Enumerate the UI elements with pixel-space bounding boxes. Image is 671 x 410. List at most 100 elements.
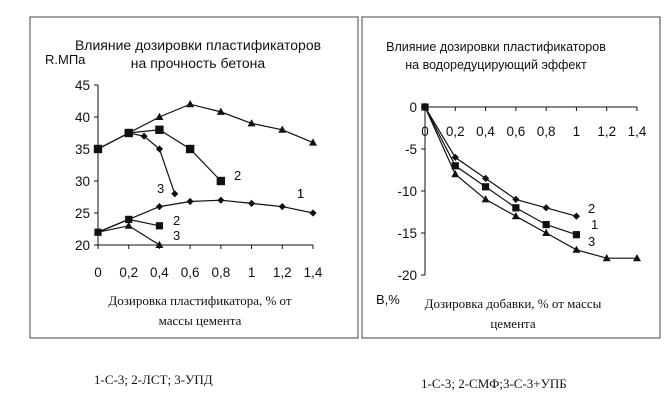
series-label: 3 xyxy=(588,234,595,249)
x-tick-label: 0,8 xyxy=(537,124,556,139)
y-tick-label: -15 xyxy=(397,226,417,241)
y-tick-label: 40 xyxy=(75,110,90,125)
y-tick-label: -5 xyxy=(405,142,417,157)
data-point xyxy=(186,197,194,206)
left-caption: 1-С-3; 2-ЛСТ; 3-УПД xyxy=(94,372,213,387)
x-tick-label: 1 xyxy=(248,265,256,280)
data-point xyxy=(155,222,164,230)
y-tick-label: 35 xyxy=(75,142,90,157)
data-point xyxy=(421,102,429,110)
data-point xyxy=(124,221,133,229)
x-tick-label: 0,8 xyxy=(211,265,230,280)
data-point xyxy=(278,203,286,211)
chart-title-line: на водоредуцирующий эффект xyxy=(405,58,587,72)
data-point xyxy=(633,254,641,262)
data-point xyxy=(451,153,459,161)
data-point xyxy=(155,145,164,153)
data-point xyxy=(572,245,581,253)
series-line xyxy=(97,103,314,150)
data-point xyxy=(171,190,179,198)
data-point xyxy=(247,119,256,127)
data-point xyxy=(512,204,520,212)
series-line xyxy=(97,129,222,182)
data-point xyxy=(481,195,490,203)
y-axis-label: R.МПа xyxy=(45,52,86,67)
y-tick-label: 30 xyxy=(75,174,90,189)
y-tick-label: -10 xyxy=(397,184,417,199)
x-tick-label: 1 xyxy=(573,124,581,139)
y-tick-label: 20 xyxy=(75,238,90,253)
chart-title-line: на прочность бетона xyxy=(131,55,266,71)
series-label: 3 xyxy=(157,181,164,196)
data-point xyxy=(309,138,317,146)
data-point xyxy=(186,100,195,108)
series-label: 1 xyxy=(591,217,598,232)
right-caption: 1-С-3; 2-СМФ;3-С-3+УПБ xyxy=(421,376,567,391)
data-point xyxy=(140,132,148,140)
series-label: 1 xyxy=(297,186,304,201)
right-panel-frame xyxy=(361,16,661,339)
x-axis-label-line: массы цемента xyxy=(159,313,242,328)
y-tick-label: 25 xyxy=(75,206,90,221)
data-point xyxy=(216,107,225,115)
data-point xyxy=(155,240,164,248)
left-panel-frame xyxy=(29,16,359,339)
chart-title-line: Влияние дозировки пластификаторов xyxy=(386,40,606,54)
chart-title-line: Влияние дозировки пластификаторов xyxy=(75,37,321,53)
data-point xyxy=(247,199,256,207)
series-line xyxy=(424,106,577,236)
data-point xyxy=(572,231,581,239)
data-point xyxy=(309,209,317,217)
data-point xyxy=(216,176,226,186)
series-label: 2 xyxy=(173,213,180,228)
x-tick-label: 0,4 xyxy=(150,265,169,280)
x-tick-label: 1,2 xyxy=(597,124,616,139)
series-label: 2 xyxy=(588,201,595,216)
data-point xyxy=(512,195,520,203)
data-point xyxy=(94,228,102,236)
x-tick-label: 0,2 xyxy=(119,265,138,280)
y-tick-label: 45 xyxy=(75,78,90,93)
x-tick-label: 1,4 xyxy=(304,265,323,280)
data-point xyxy=(94,145,102,153)
series-line xyxy=(424,106,637,259)
x-tick-label: 0,6 xyxy=(506,124,525,139)
data-point xyxy=(451,162,459,170)
x-tick-label: 0 xyxy=(94,265,102,280)
x-tick-label: 0,2 xyxy=(446,124,465,139)
data-point xyxy=(572,212,581,220)
data-point xyxy=(217,196,225,204)
x-axis-label-line: цемента xyxy=(490,316,536,331)
y-tick-label: 0 xyxy=(409,100,417,115)
data-point xyxy=(511,212,520,220)
series-label: 2 xyxy=(234,168,241,183)
data-point xyxy=(481,183,490,191)
data-point xyxy=(278,125,287,133)
data-point xyxy=(542,228,551,236)
x-axis-label-line: Дозировка пластификатора, % от xyxy=(108,293,291,308)
strength-chart: Влияние дозировки пластификаторов на проч… xyxy=(45,37,323,328)
data-point xyxy=(451,170,460,178)
x-tick-label: 1,2 xyxy=(273,265,292,280)
y-tick-label: -20 xyxy=(397,268,417,283)
data-point xyxy=(185,144,195,154)
x-tick-label: 0,4 xyxy=(476,124,495,139)
data-point xyxy=(155,112,164,120)
data-point xyxy=(542,221,550,229)
x-tick-label: 1,4 xyxy=(628,124,647,139)
water-reduction-chart: Влияние дозировки пластификаторов на водо… xyxy=(376,40,647,331)
data-point xyxy=(125,129,133,137)
data-point xyxy=(155,203,164,211)
series-label: 1 xyxy=(297,186,304,201)
y-axis-label: В,% xyxy=(376,292,400,307)
data-point xyxy=(125,215,133,223)
data-point xyxy=(542,204,550,212)
series-label: 3 xyxy=(173,228,180,243)
series-line xyxy=(424,106,577,217)
series-line xyxy=(97,199,314,233)
data-point xyxy=(602,254,611,262)
x-tick-label: 0 xyxy=(421,124,429,139)
data-point xyxy=(155,125,164,134)
